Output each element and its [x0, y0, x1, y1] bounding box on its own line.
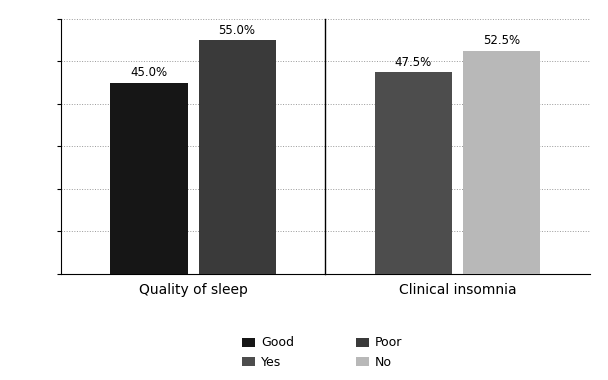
Bar [463, 51, 540, 274]
Text: 55.0%: 55.0% [219, 24, 255, 37]
Bar [111, 82, 187, 274]
Legend: Good, Yes, Poor, No: Good, Yes, Poor, No [237, 331, 407, 374]
Text: 52.5%: 52.5% [483, 35, 520, 48]
Text: 47.5%: 47.5% [395, 55, 432, 69]
Bar [375, 72, 452, 274]
Bar [199, 40, 275, 274]
Text: 45.0%: 45.0% [130, 66, 168, 79]
